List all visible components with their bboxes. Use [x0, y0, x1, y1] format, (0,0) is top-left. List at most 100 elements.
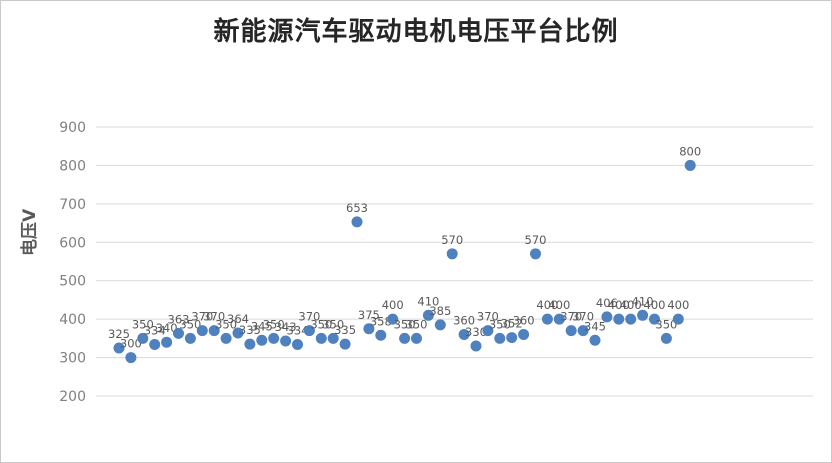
- data-point[interactable]: [458, 329, 470, 341]
- data-point[interactable]: [601, 311, 613, 323]
- data-point[interactable]: [446, 248, 458, 260]
- y-tick-label: 900: [59, 120, 86, 136]
- data-label: 370: [572, 310, 594, 324]
- data-point[interactable]: [411, 332, 422, 344]
- data-point[interactable]: [315, 332, 327, 344]
- data-point[interactable]: [530, 248, 541, 260]
- data-label: 400: [608, 298, 630, 312]
- data-point[interactable]: [292, 339, 303, 351]
- data-point[interactable]: [518, 329, 530, 341]
- data-point[interactable]: [553, 313, 565, 325]
- data-point[interactable]: [375, 329, 387, 341]
- data-point[interactable]: [244, 338, 256, 350]
- data-label: 400: [667, 298, 689, 312]
- data-label: 370: [191, 310, 213, 324]
- data-point[interactable]: [196, 325, 208, 337]
- data-point[interactable]: [280, 335, 292, 347]
- data-label: 350: [263, 317, 285, 331]
- data-point[interactable]: [232, 327, 244, 339]
- data-label: 350: [310, 317, 332, 331]
- data-point[interactable]: [399, 332, 411, 344]
- data-label: 400: [644, 298, 666, 312]
- data-point[interactable]: [565, 325, 577, 337]
- data-point[interactable]: [541, 313, 553, 325]
- data-label: 375: [358, 308, 380, 322]
- data-label: 350: [215, 317, 237, 331]
- data-point[interactable]: [149, 339, 161, 351]
- data-point[interactable]: [422, 309, 434, 321]
- data-point[interactable]: [470, 340, 482, 352]
- data-point[interactable]: [208, 325, 220, 337]
- data-label: 350: [132, 317, 154, 331]
- y-tick-label: 200: [59, 389, 86, 405]
- data-label: 325: [108, 327, 130, 341]
- data-label: 350: [394, 317, 416, 331]
- data-label: 400: [620, 298, 642, 312]
- data-label: 345: [584, 319, 606, 333]
- chart-title: 新能源汽车驱动电机电压平台比例: [213, 17, 619, 47]
- data-label: 335: [239, 323, 261, 337]
- data-label: 300: [120, 337, 142, 351]
- data-point[interactable]: [256, 334, 268, 346]
- y-tick-label: 500: [59, 274, 86, 290]
- data-label: 800: [679, 144, 701, 158]
- y-tick-label: 600: [59, 235, 86, 251]
- data-point[interactable]: [125, 352, 137, 364]
- y-tick-label: 800: [59, 158, 86, 174]
- data-point[interactable]: [625, 313, 637, 325]
- data-label: 410: [417, 294, 439, 308]
- data-point[interactable]: [327, 332, 339, 344]
- data-point[interactable]: [613, 313, 625, 325]
- data-point[interactable]: [184, 332, 196, 344]
- data-label: 330: [465, 325, 487, 339]
- data-label: 340: [156, 321, 178, 335]
- data-label: 570: [525, 233, 547, 247]
- data-label: 410: [632, 294, 654, 308]
- data-label: 334: [144, 324, 166, 338]
- data-point[interactable]: [268, 332, 280, 344]
- data-point[interactable]: [494, 332, 506, 344]
- data-label: 406: [596, 296, 618, 310]
- data-label: 350: [322, 317, 344, 331]
- data-label: 352: [501, 317, 523, 331]
- data-label: 370: [477, 310, 499, 324]
- data-label: 350: [406, 317, 428, 331]
- y-tick-label: 400: [59, 312, 86, 328]
- data-label: 350: [179, 317, 201, 331]
- data-label: 335: [334, 323, 356, 337]
- data-point[interactable]: [589, 334, 601, 346]
- data-label: 358: [370, 314, 392, 328]
- data-point[interactable]: [303, 325, 315, 337]
- data-label: 370: [560, 310, 582, 324]
- data-point[interactable]: [506, 332, 518, 344]
- data-point[interactable]: [351, 216, 363, 228]
- data-point[interactable]: [672, 313, 684, 325]
- data-label: 364: [227, 312, 249, 326]
- data-point[interactable]: [482, 325, 494, 337]
- data-point[interactable]: [660, 332, 672, 344]
- data-label: 350: [655, 317, 677, 331]
- data-point[interactable]: [113, 342, 125, 354]
- data-point[interactable]: [434, 319, 446, 331]
- data-point[interactable]: [363, 323, 375, 335]
- data-label: 350: [489, 317, 511, 331]
- data-label: 345: [251, 319, 273, 333]
- data-label: 370: [298, 310, 320, 324]
- data-point[interactable]: [339, 338, 351, 350]
- data-point[interactable]: [173, 327, 184, 339]
- y-tick-label: 700: [59, 197, 86, 213]
- data-point[interactable]: [637, 309, 649, 321]
- data-point[interactable]: [137, 332, 149, 344]
- data-point[interactable]: [161, 336, 173, 348]
- data-label: 360: [453, 314, 475, 328]
- data-label: 400: [536, 298, 558, 312]
- data-label: 370: [203, 310, 225, 324]
- data-point[interactable]: [649, 313, 660, 325]
- data-point[interactable]: [577, 325, 589, 337]
- data-label: 385: [429, 304, 451, 318]
- data-point[interactable]: [387, 313, 399, 325]
- data-point[interactable]: [220, 332, 232, 344]
- data-point[interactable]: [684, 159, 696, 171]
